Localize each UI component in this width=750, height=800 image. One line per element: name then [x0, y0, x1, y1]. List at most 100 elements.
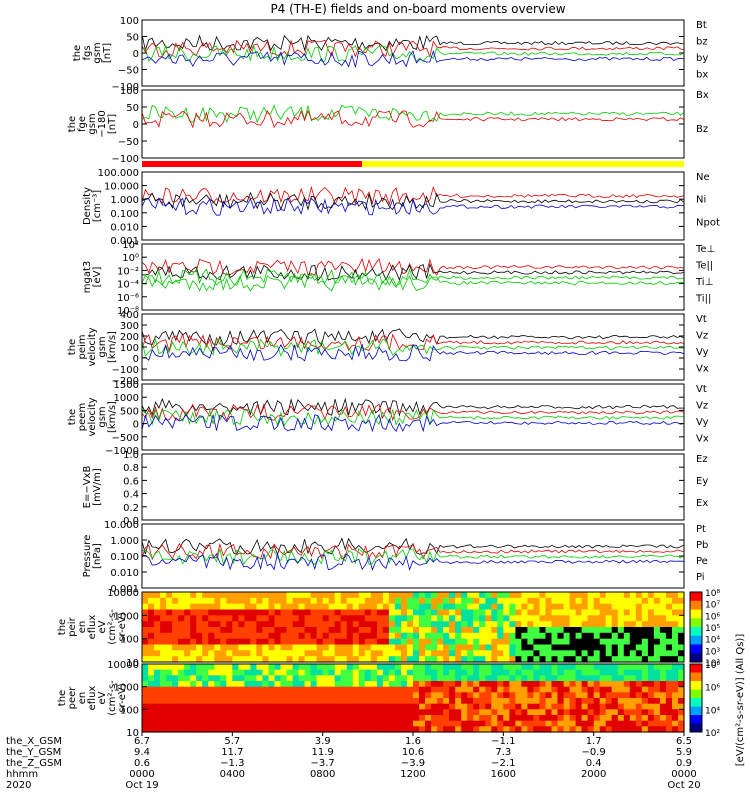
xaxis-value: 10.6 [402, 747, 424, 758]
colorbar-tick: 10⁸ [705, 589, 720, 599]
xaxis-value: 1200 [400, 769, 425, 780]
colorbar-swatch [690, 609, 702, 619]
xaxis-value: 6.5 [676, 736, 692, 747]
legend-entry: Pb [696, 540, 708, 551]
ytick-label: 10000 [107, 588, 139, 599]
legend-entry: Te|| [695, 261, 713, 272]
colorbar-swatch [690, 600, 702, 611]
colorbar-swatch [690, 653, 702, 663]
xaxis-value: 11.7 [221, 747, 243, 758]
ytick-label: 10 [126, 728, 139, 739]
ylabel-line: [km/s] [107, 401, 118, 433]
ytick-label: −100 [112, 365, 139, 376]
ytick-label: 0.6 [123, 476, 139, 487]
colorbar-swatch [690, 618, 702, 628]
colorbar-tick: 10⁷ [705, 601, 720, 611]
series-density-2 [141, 197, 684, 216]
xaxis-value: 1.7 [586, 736, 602, 747]
xaxis-value: 1.6 [405, 736, 421, 747]
xaxis-value: 0000 [671, 769, 696, 780]
ylabel-line: the [57, 690, 68, 706]
xaxis-row-label: the_Z_GSM [6, 758, 62, 769]
legend-entry: Bx [696, 90, 709, 101]
series-electron_velocity-3 [141, 413, 685, 433]
ylabel-line: peem [77, 403, 88, 431]
ylabel-line: Pressure [82, 535, 93, 578]
legend-entry: Vx [696, 364, 709, 375]
ylabel-line: fge [77, 116, 88, 132]
panel-peir_spectrogram: 10000 1000 100 10 the peir en eflux eV (cm²-s-sr-… [57, 588, 685, 669]
series-density-0 [141, 185, 685, 206]
colorbar-swatch [690, 706, 702, 716]
legend-entry: Ez [696, 454, 708, 465]
ylabel-line: sr-eV) [117, 612, 128, 641]
colorbar-tick: 10⁵ [705, 624, 720, 634]
panel-frame [141, 591, 685, 663]
colorbar-tick: 10³ [705, 647, 720, 657]
series-fge-1 [141, 109, 685, 129]
ytick-label: 10² [122, 240, 139, 251]
ylabel-line: gsm [92, 42, 103, 63]
ytick-label: 10⁰ [122, 253, 139, 264]
ytick-label: 0.100 [110, 552, 139, 563]
ytick-label: 0.010 [110, 568, 139, 579]
panel-frame [141, 171, 685, 241]
ytick-label: 50 [126, 33, 139, 44]
xaxis-value: 1600 [491, 769, 516, 780]
panel-fge: 100 50 0 −50 −100 the fge gsm −180 [nT] Bx Bz [67, 86, 709, 165]
ytick-label: 1.0 [123, 450, 139, 461]
series-fgs-3 [141, 50, 685, 68]
xaxis-value: 0.4 [586, 758, 602, 769]
ytick-label: 100 [120, 705, 139, 716]
ylabel-line: eflux [87, 686, 98, 711]
ytick-label: 50 [126, 103, 139, 114]
colorbar-swatch [690, 723, 702, 733]
colorbar-swatch [690, 592, 702, 602]
series-ion_velocity-0 [141, 328, 685, 346]
plot-title: P4 (TH-E) fields and on-board moments ov… [270, 2, 565, 16]
ytick-label: 10⁻⁸ [117, 306, 139, 317]
series-pressure-1 [141, 543, 685, 561]
ytick-label: −50 [118, 137, 139, 148]
ytick-label: 0 [133, 120, 139, 131]
colorbar-swatch [690, 672, 702, 682]
xaxis-value: Oct 20 [667, 780, 700, 791]
ytick-label: 10.000 [104, 182, 139, 193]
xaxis-row-label: hhmm [6, 769, 38, 780]
legend-entry: Bt [696, 20, 707, 31]
panel-peer_spectrogram: 10000 1000 100 10 the peer en eflux eV (cm²-s-sr-… [57, 660, 685, 739]
colorbar-swatch [690, 698, 702, 707]
series-ion_velocity-2 [141, 338, 685, 357]
xaxis-row-label: 2020 [6, 780, 31, 791]
ylabel-line: [nT] [102, 43, 113, 63]
xaxis-value: Oct 19 [125, 780, 158, 791]
ylabel-line: gsm [97, 336, 108, 357]
ylabel-line: velocity [87, 397, 98, 436]
ytick-label: −50 [118, 66, 139, 77]
ylabel-line: −180 [97, 110, 108, 137]
ylabel-line: (cm²-s- [107, 609, 118, 645]
ytick-label: 0.001 [110, 236, 139, 247]
ylabel-line: en [77, 621, 88, 634]
series-temperature-3 [141, 274, 685, 292]
xaxis-value: −3.9 [401, 758, 425, 769]
colorbar-swatch [690, 627, 702, 637]
series-temperature-0 [141, 257, 685, 276]
ytick-label: −100 [112, 82, 139, 93]
ylabel-line: Density [82, 187, 93, 225]
xaxis-value: 9.4 [134, 747, 150, 758]
ylabel-line: gsm [87, 113, 98, 134]
panel-frame [141, 89, 685, 159]
series-electron_velocity-2 [141, 407, 685, 427]
series-electron_velocity-1 [141, 402, 685, 422]
series-pressure-0 [141, 537, 685, 556]
ylabel-line: [eV] [92, 267, 103, 288]
ylabel-line: (cm²-s- [107, 680, 118, 716]
series-fge-0 [141, 104, 685, 124]
series-ion_velocity-3 [141, 343, 685, 362]
legend-entry: bz [696, 37, 708, 48]
ytick-label: 400 [120, 310, 139, 321]
ylabel-line: sr-eV) [117, 683, 128, 712]
